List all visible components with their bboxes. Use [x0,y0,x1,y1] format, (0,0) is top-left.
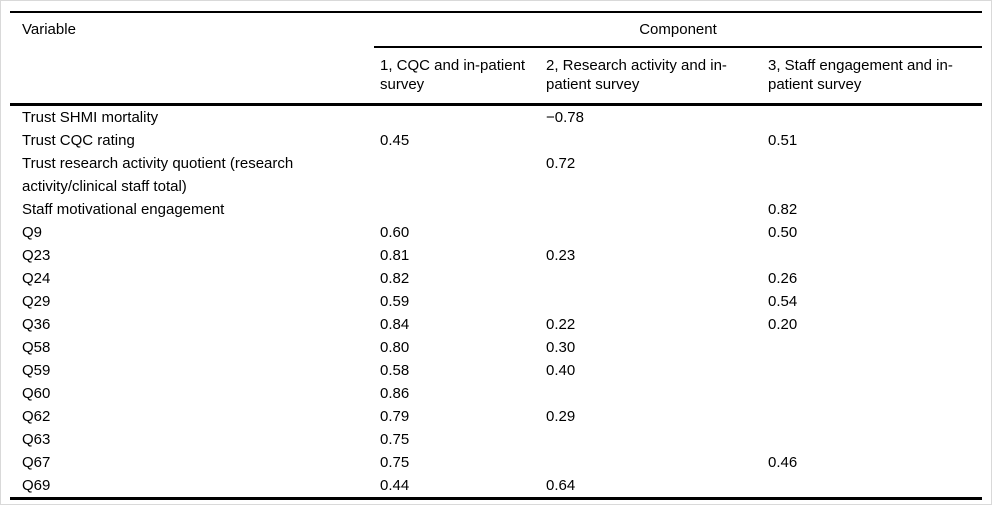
column-header-component-2: 2, Research activity and in-patient surv… [546,57,727,93]
variable-cell: Q58 [22,339,51,356]
loading-cell-component-1: 0.79 [380,408,410,425]
table-row: Q9 0.60 0.50 [10,221,982,244]
loading-cell-component-1: 0.81 [380,247,410,264]
loading-cell-component-1: 0.84 [380,316,410,333]
variable-cell: Q24 [22,270,51,287]
variable-column-header: Variable [22,21,76,38]
loading-cell-component-1: 0.59 [380,293,410,310]
table-row: Q36 0.84 0.22 0.20 [10,313,982,336]
table-header: Variable Component 1, CQC and in-patient… [10,12,982,105]
loading-cell-component-3 [762,405,982,428]
loading-cell-component-3: 0.46 [768,454,798,471]
loading-cell-component-1: 0.75 [380,454,410,471]
loading-cell-component-3: 0.20 [768,316,798,333]
loading-cell-component-3 [762,382,982,405]
loading-cell-component-2: 0.72 [546,155,576,172]
loading-cell-component-1: 0.58 [380,362,410,379]
loading-cell-component-2: 0.22 [546,316,576,333]
variable-cell: Q9 [22,224,43,241]
table-row: Q67 0.75 0.46 [10,451,982,474]
loading-cell-component-2 [540,129,762,152]
loading-cell-component-2 [540,198,762,221]
header-row-group: Variable Component [10,12,982,48]
column-header-component-3: 3, Staff engagement and in-patient surve… [768,57,953,93]
loading-cell-component-2: 0.30 [546,339,576,356]
table-row: Q23 0.81 0.23 [10,244,982,267]
loading-cell-component-1: 0.80 [380,339,410,356]
loading-cell-component-3 [762,105,982,130]
variable-cell: Q36 [22,316,51,333]
table-row: Q24 0.82 0.26 [10,267,982,290]
loading-cell-component-3 [762,428,982,451]
variable-cell: Q60 [22,385,51,402]
table-row: Trust SHMI mortality −0.78 [10,105,982,130]
loading-cell-component-3: 0.50 [768,224,798,241]
variable-cell: Q23 [22,247,51,264]
variable-cell: Staff motivational engagement [22,201,225,218]
loading-cell-component-2 [540,451,762,474]
loading-cell-component-3: 0.54 [768,293,798,310]
table-row: Staff motivational engagement 0.82 [10,198,982,221]
loading-cell-component-3 [762,359,982,382]
table-row: Trust CQC rating 0.45 0.51 [10,129,982,152]
loading-cell-component-3 [762,474,982,499]
loading-cell-component-1: 0.86 [380,385,410,402]
loading-cell-component-2 [540,267,762,290]
loading-cell-component-3 [762,244,982,267]
loading-cell-component-3: 0.26 [768,270,798,287]
component-loadings-table: Variable Component 1, CQC and in-patient… [10,11,982,500]
column-header-component-1: 1, CQC and in-patient survey [380,57,526,93]
loading-cell-component-1: 0.82 [380,270,410,287]
loading-cell-component-1: 0.45 [380,132,410,149]
table-row: Q59 0.58 0.40 [10,359,982,382]
loading-cell-component-2: 0.64 [546,477,576,494]
loading-cell-component-1 [374,198,540,221]
variable-cell: Q69 [22,477,51,494]
variable-cell: Q67 [22,454,51,471]
loading-cell-component-3 [762,336,982,359]
loading-cell-component-2: 0.40 [546,362,576,379]
variable-cell: Q63 [22,431,51,448]
loading-cell-component-3: 0.51 [768,132,798,149]
loading-cell-component-2: −0.78 [546,109,584,126]
loading-cell-component-1: 0.75 [380,431,410,448]
loading-cell-component-3 [762,152,982,198]
table-body: Trust SHMI mortality −0.78 Trust CQC ratin… [10,104,982,499]
variable-cell: Q29 [22,293,51,310]
variable-cell: Trust CQC rating [22,132,135,149]
table-row: Q69 0.44 0.64 [10,474,982,499]
table-row: Q63 0.75 [10,428,982,451]
variable-cell: Q62 [22,408,51,425]
loading-cell-component-1 [374,105,540,130]
variable-cell: Trust research activity quotient (resear… [22,155,294,195]
table-row: Trust research activity quotient (resear… [10,152,982,198]
loading-cell-component-1 [374,152,540,198]
table-row: Q62 0.79 0.29 [10,405,982,428]
loading-cell-component-1: 0.44 [380,477,410,494]
loading-cell-component-2 [540,382,762,405]
header-row-components: 1, CQC and in-patient survey 2, Research… [10,47,982,105]
variable-cell: Trust SHMI mortality [22,109,159,126]
table-container: Variable Component 1, CQC and in-patient… [10,11,982,500]
loading-cell-component-2 [540,221,762,244]
table-row: Q60 0.86 [10,382,982,405]
loading-cell-component-2: 0.29 [546,408,576,425]
variable-cell: Q59 [22,362,51,379]
loading-cell-component-2: 0.23 [546,247,576,264]
loading-cell-component-2 [540,428,762,451]
loading-cell-component-3: 0.82 [768,201,798,218]
component-spanning-header: Component [374,12,982,48]
loading-cell-component-2 [540,290,762,313]
loading-cell-component-1: 0.60 [380,224,410,241]
table-row: Q29 0.59 0.54 [10,290,982,313]
table-row: Q58 0.80 0.30 [10,336,982,359]
